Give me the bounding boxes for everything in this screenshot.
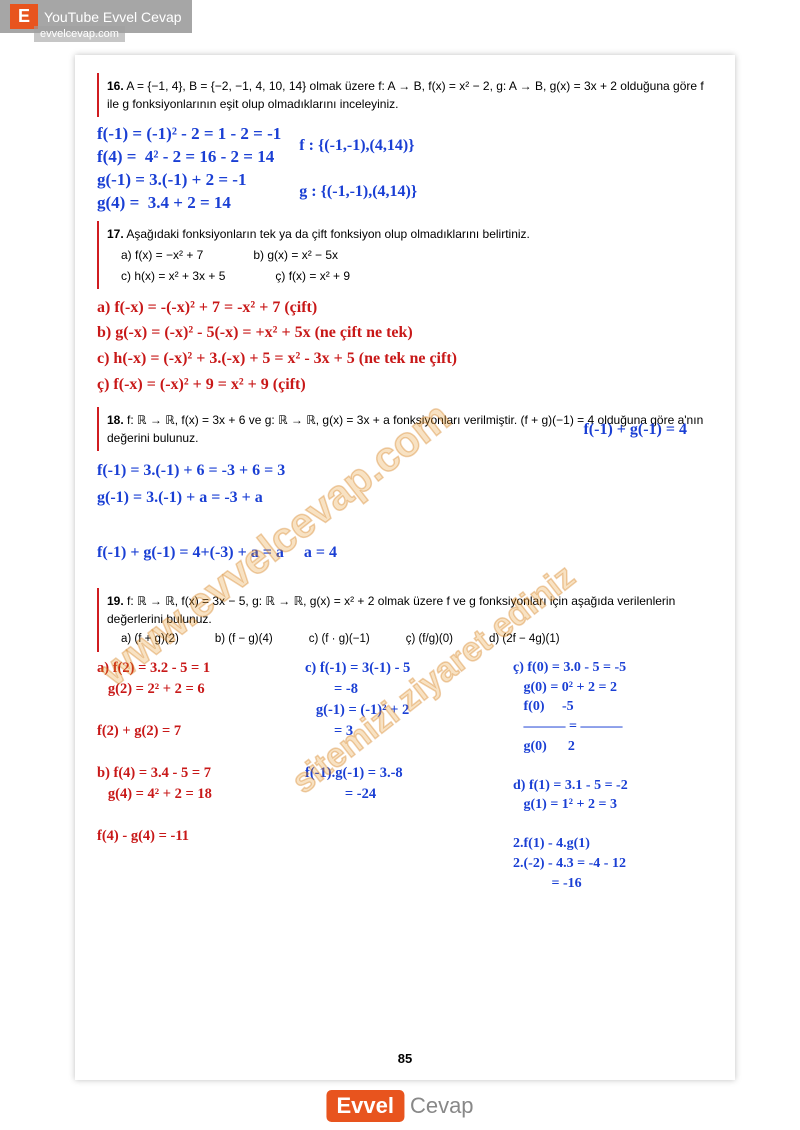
- p19-col2: c) f(-1) = 3(-1) - 5 = -8 g(-1) = (-1)² …: [305, 658, 505, 893]
- p19-num: 19.: [107, 594, 124, 608]
- p17-opt-a: a) f(x) = −x² + 7: [121, 246, 203, 264]
- p16-set-f: f : {(-1,-1),(4,14)}: [299, 135, 417, 157]
- banner-title: YouTube Evvel Cevap: [44, 9, 182, 25]
- p16-solution-left: f(-1) = (-1)² - 2 = 1 - 2 = -1 f(4) = 4²…: [97, 123, 281, 215]
- p19-opt-b: b) (f − g)(4): [215, 631, 273, 648]
- p18-annot: f(-1) + g(-1) = 4: [583, 421, 687, 439]
- page-number: 85: [75, 1051, 735, 1066]
- p17-text: Aşağıdaki fonksiyonların tek ya da çift …: [126, 227, 530, 241]
- p19-opt-a: a) (f + g)(2): [121, 631, 179, 648]
- p16-set-g: g : {(-1,-1),(4,14)}: [299, 181, 417, 203]
- p17-opt-b: b) g(x) = x² − 5x: [253, 246, 338, 264]
- p18-num: 18.: [107, 413, 124, 427]
- logo-cevap: Cevap: [410, 1093, 474, 1119]
- p19-opt-d: ç) (f/g)(0): [406, 631, 453, 648]
- problem-16: 16. A = {−1, 4}, B = {−2, −1, 4, 10, 14}…: [97, 73, 713, 117]
- p18-solution: f(-1) = 3.(-1) + 6 = -3 + 6 = 3 g(-1) = …: [97, 457, 713, 566]
- p19-col3: ç) f(0) = 3.0 - 5 = -5 g(0) = 0² + 2 = 2…: [513, 658, 713, 893]
- bottom-logo: Evvel Cevap: [326, 1090, 473, 1122]
- p19-opt-c: c) (f · g)(−1): [309, 631, 370, 648]
- logo-evvel: Evvel: [326, 1090, 404, 1122]
- p17-num: 17.: [107, 227, 124, 241]
- problem-17: 17. Aşağıdaki fonksiyonların tek ya da ç…: [97, 221, 713, 289]
- p19-opt-e: d) (2f − 4g)(1): [489, 631, 560, 648]
- p19-text: f: ℝ → ℝ, f(x) = 3x − 5, g: ℝ → ℝ, g(x) …: [107, 594, 675, 626]
- problem-19: 19. f: ℝ → ℝ, f(x) = 3x − 5, g: ℝ → ℝ, g…: [97, 588, 713, 652]
- p16-num: 16.: [107, 79, 124, 93]
- worksheet-page: 16. A = {−1, 4}, B = {−2, −1, 4, 10, 14}…: [75, 55, 735, 1080]
- banner-sub: evvelcevap.com: [34, 26, 125, 42]
- p16-text: A = {−1, 4}, B = {−2, −1, 4, 10, 14} olm…: [107, 79, 704, 111]
- p19-col1: a) f(2) = 3.2 - 5 = 1 g(2) = 2² + 2 = 6 …: [97, 658, 297, 893]
- p17-solution: a) f(-x) = -(-x)² + 7 = -x² + 7 (çift) b…: [97, 295, 713, 397]
- p17-opt-c: c) h(x) = x² + 3x + 5: [121, 267, 225, 285]
- p17-opt-d: ç) f(x) = x² + 9: [275, 267, 350, 285]
